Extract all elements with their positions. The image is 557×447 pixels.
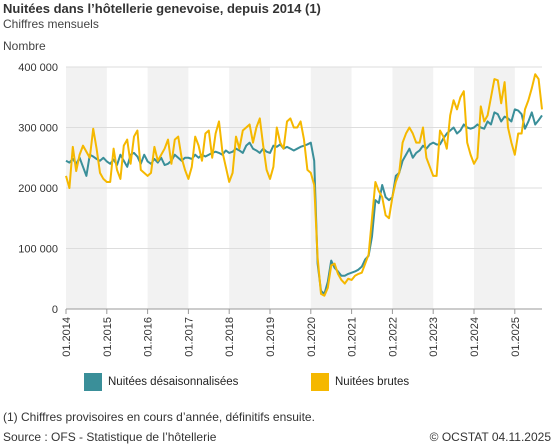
chart-subtitle: Chiffres mensuels <box>3 17 99 31</box>
x-tick-label: 01.2025 <box>510 317 522 357</box>
x-tick-label: 01.2014 <box>61 317 73 357</box>
series-lines <box>65 73 543 297</box>
legend-swatch-raw <box>311 373 329 391</box>
legend-item-raw[interactable]: Nuitées brutes <box>311 373 409 391</box>
x-tick-label: 01.2022 <box>387 317 399 357</box>
x-axis-ticks: 01.2014 01.2015 01.2016 01.2017 01.2018 01.20… <box>61 309 522 357</box>
footnote: (1) Chiffres provisoires en cours d’anné… <box>3 410 315 424</box>
source-text: Source : OFS - Statistique de l’hôteller… <box>3 430 217 444</box>
x-tick-label: 01.2020 <box>306 317 318 357</box>
legend-label-seasonally-adjusted: Nuitées désaisonnalisées <box>108 376 239 388</box>
legend-label-raw: Nuitées brutes <box>335 376 410 388</box>
y-axis-unit-label: Nombre <box>3 39 46 53</box>
y-axis-ticks: 0 100 000 200 000 300 000 400 000 <box>18 62 58 316</box>
x-tick-label: 01.2015 <box>102 317 114 357</box>
x-tick-label: 01.2019 <box>265 317 277 357</box>
y-tick-label: 0 <box>52 304 58 316</box>
x-tick-label: 01.2017 <box>183 317 195 357</box>
x-tick-label: 01.2018 <box>224 317 236 357</box>
legend-item-seasonally-adjusted[interactable]: Nuitées désaisonnalisées <box>84 373 238 391</box>
gridlines <box>66 66 542 310</box>
y-tick-label: 300 000 <box>18 123 58 135</box>
x-tick-label: 01.2016 <box>143 317 155 357</box>
x-tick-label: 01.2024 <box>469 317 481 357</box>
x-tick-label: 01.2023 <box>428 317 440 357</box>
x-tick-label: 01.2021 <box>347 317 359 357</box>
series-line-raw <box>65 73 543 297</box>
y-tick-label: 200 000 <box>18 183 58 195</box>
chart-title: Nuitées dans l’hôtellerie genevoise, dep… <box>3 1 321 16</box>
y-tick-label: 100 000 <box>18 244 58 256</box>
legend-swatch-seasonally-adjusted <box>84 373 102 391</box>
copyright-text: © OCSTAT 04.11.2025 <box>429 430 551 444</box>
y-tick-label: 400 000 <box>18 62 58 74</box>
